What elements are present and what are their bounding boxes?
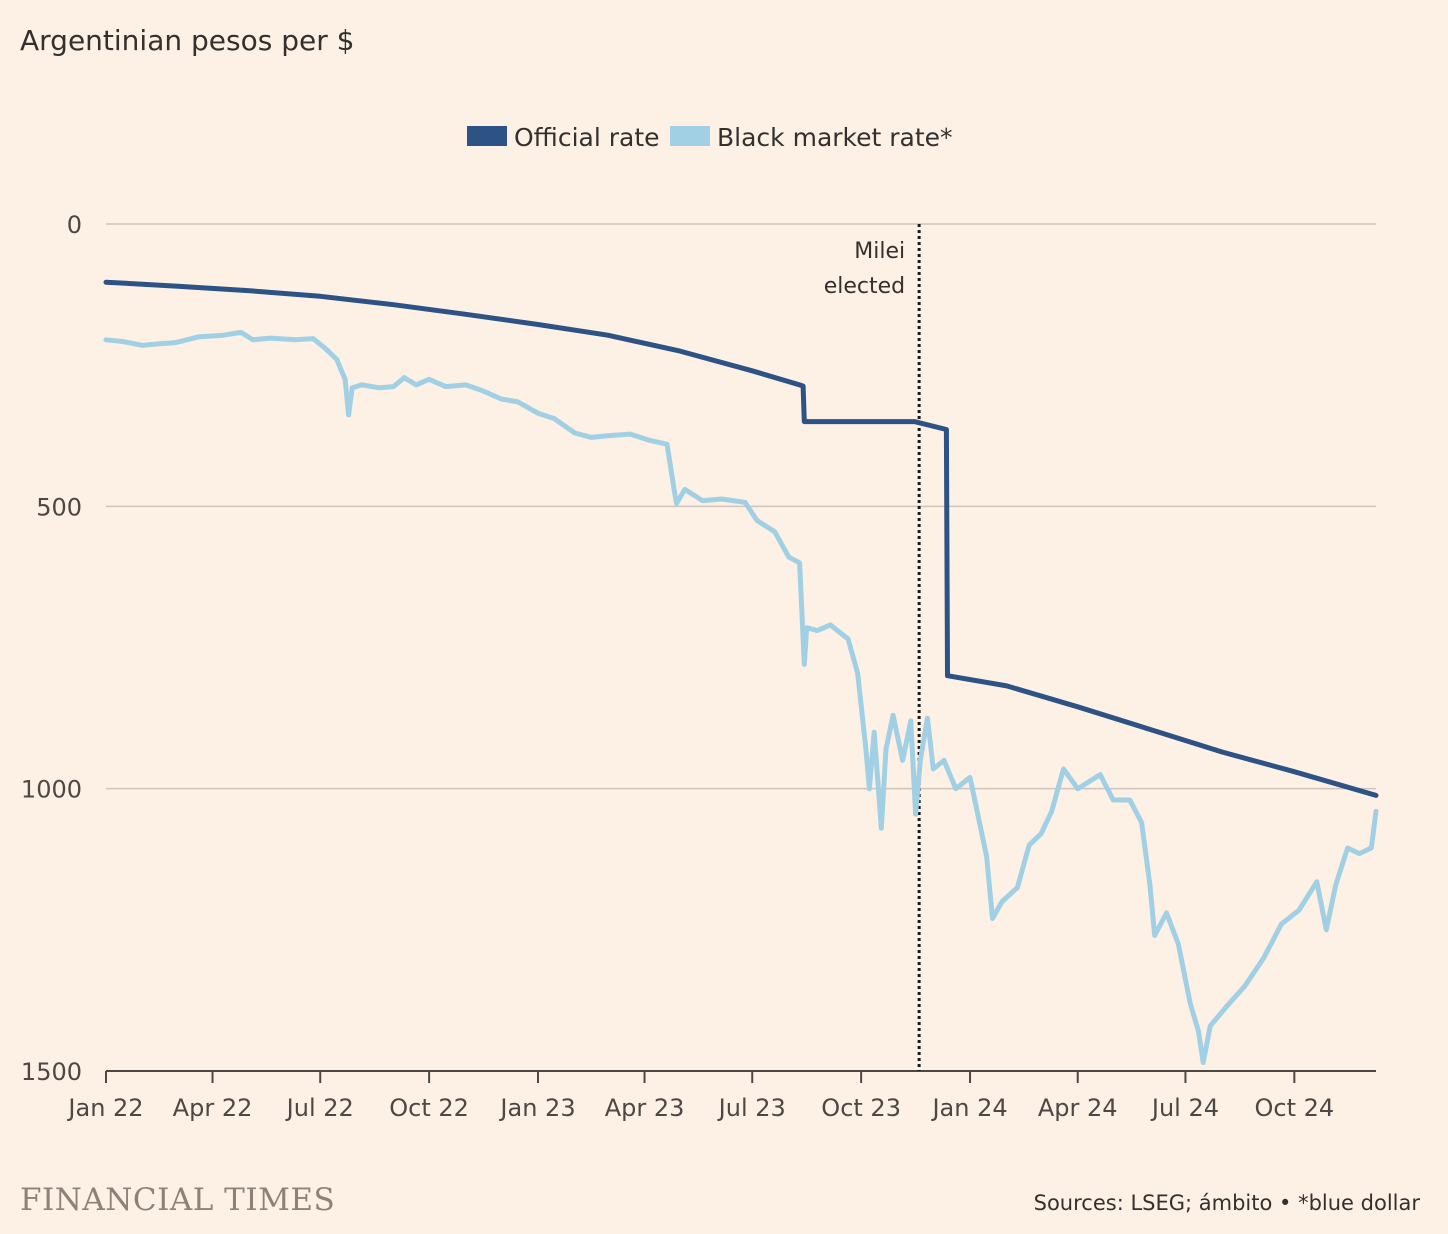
y-axis-labels: 0 500 1000 1500 (21, 211, 82, 1086)
x-tick-label: Jan 22 (66, 1094, 143, 1122)
x-tick-label: Jul 23 (717, 1094, 786, 1122)
legend-label-black-market: Black market rate* (717, 123, 953, 152)
legend-swatch-black-market (670, 126, 710, 146)
series-lines (103, 279, 1379, 1065)
y-tick-label: 500 (36, 493, 82, 521)
y-tick-label: 1500 (21, 1058, 82, 1086)
legend-swatch-official (467, 126, 507, 146)
x-tick-label: Apr 24 (1038, 1094, 1118, 1122)
y-tick-label: 1000 (21, 776, 82, 804)
x-tick-label: Oct 22 (389, 1094, 469, 1122)
black-market-rate-line (103, 329, 1379, 1065)
x-tick-label: Jul 22 (285, 1094, 354, 1122)
y-gridlines (106, 223, 1376, 790)
x-tick-label: Jul 24 (1150, 1094, 1219, 1122)
official-rate-line (103, 279, 1379, 798)
milei-annotation: Milei elected (824, 224, 921, 1071)
x-axis: Jan 22 Apr 22 Jul 22 Oct 22 Jan 23 Apr 23 Jul … (66, 1070, 1376, 1122)
legend-label-official: Official rate (514, 123, 660, 152)
chart-title: Argentinian pesos per $ (20, 24, 354, 57)
x-tick-label: Apr 22 (173, 1094, 253, 1122)
x-tick-label: Jan 23 (498, 1094, 575, 1122)
ft-brand: FINANCIAL TIMES (20, 1182, 335, 1218)
annotation-line-1: Milei (854, 239, 905, 264)
x-tick-label: Jan 24 (930, 1094, 1007, 1122)
y-tick-label: 0 (67, 211, 82, 239)
legend: Official rate Black market rate* (467, 123, 953, 152)
x-tick-label: Oct 23 (821, 1094, 901, 1122)
source-note: Sources: LSEG; ámbito • *blue dollar (1034, 1191, 1421, 1215)
x-tick-label: Oct 24 (1254, 1094, 1334, 1122)
annotation-line-2: elected (824, 274, 905, 299)
x-tick-label: Apr 23 (605, 1094, 685, 1122)
